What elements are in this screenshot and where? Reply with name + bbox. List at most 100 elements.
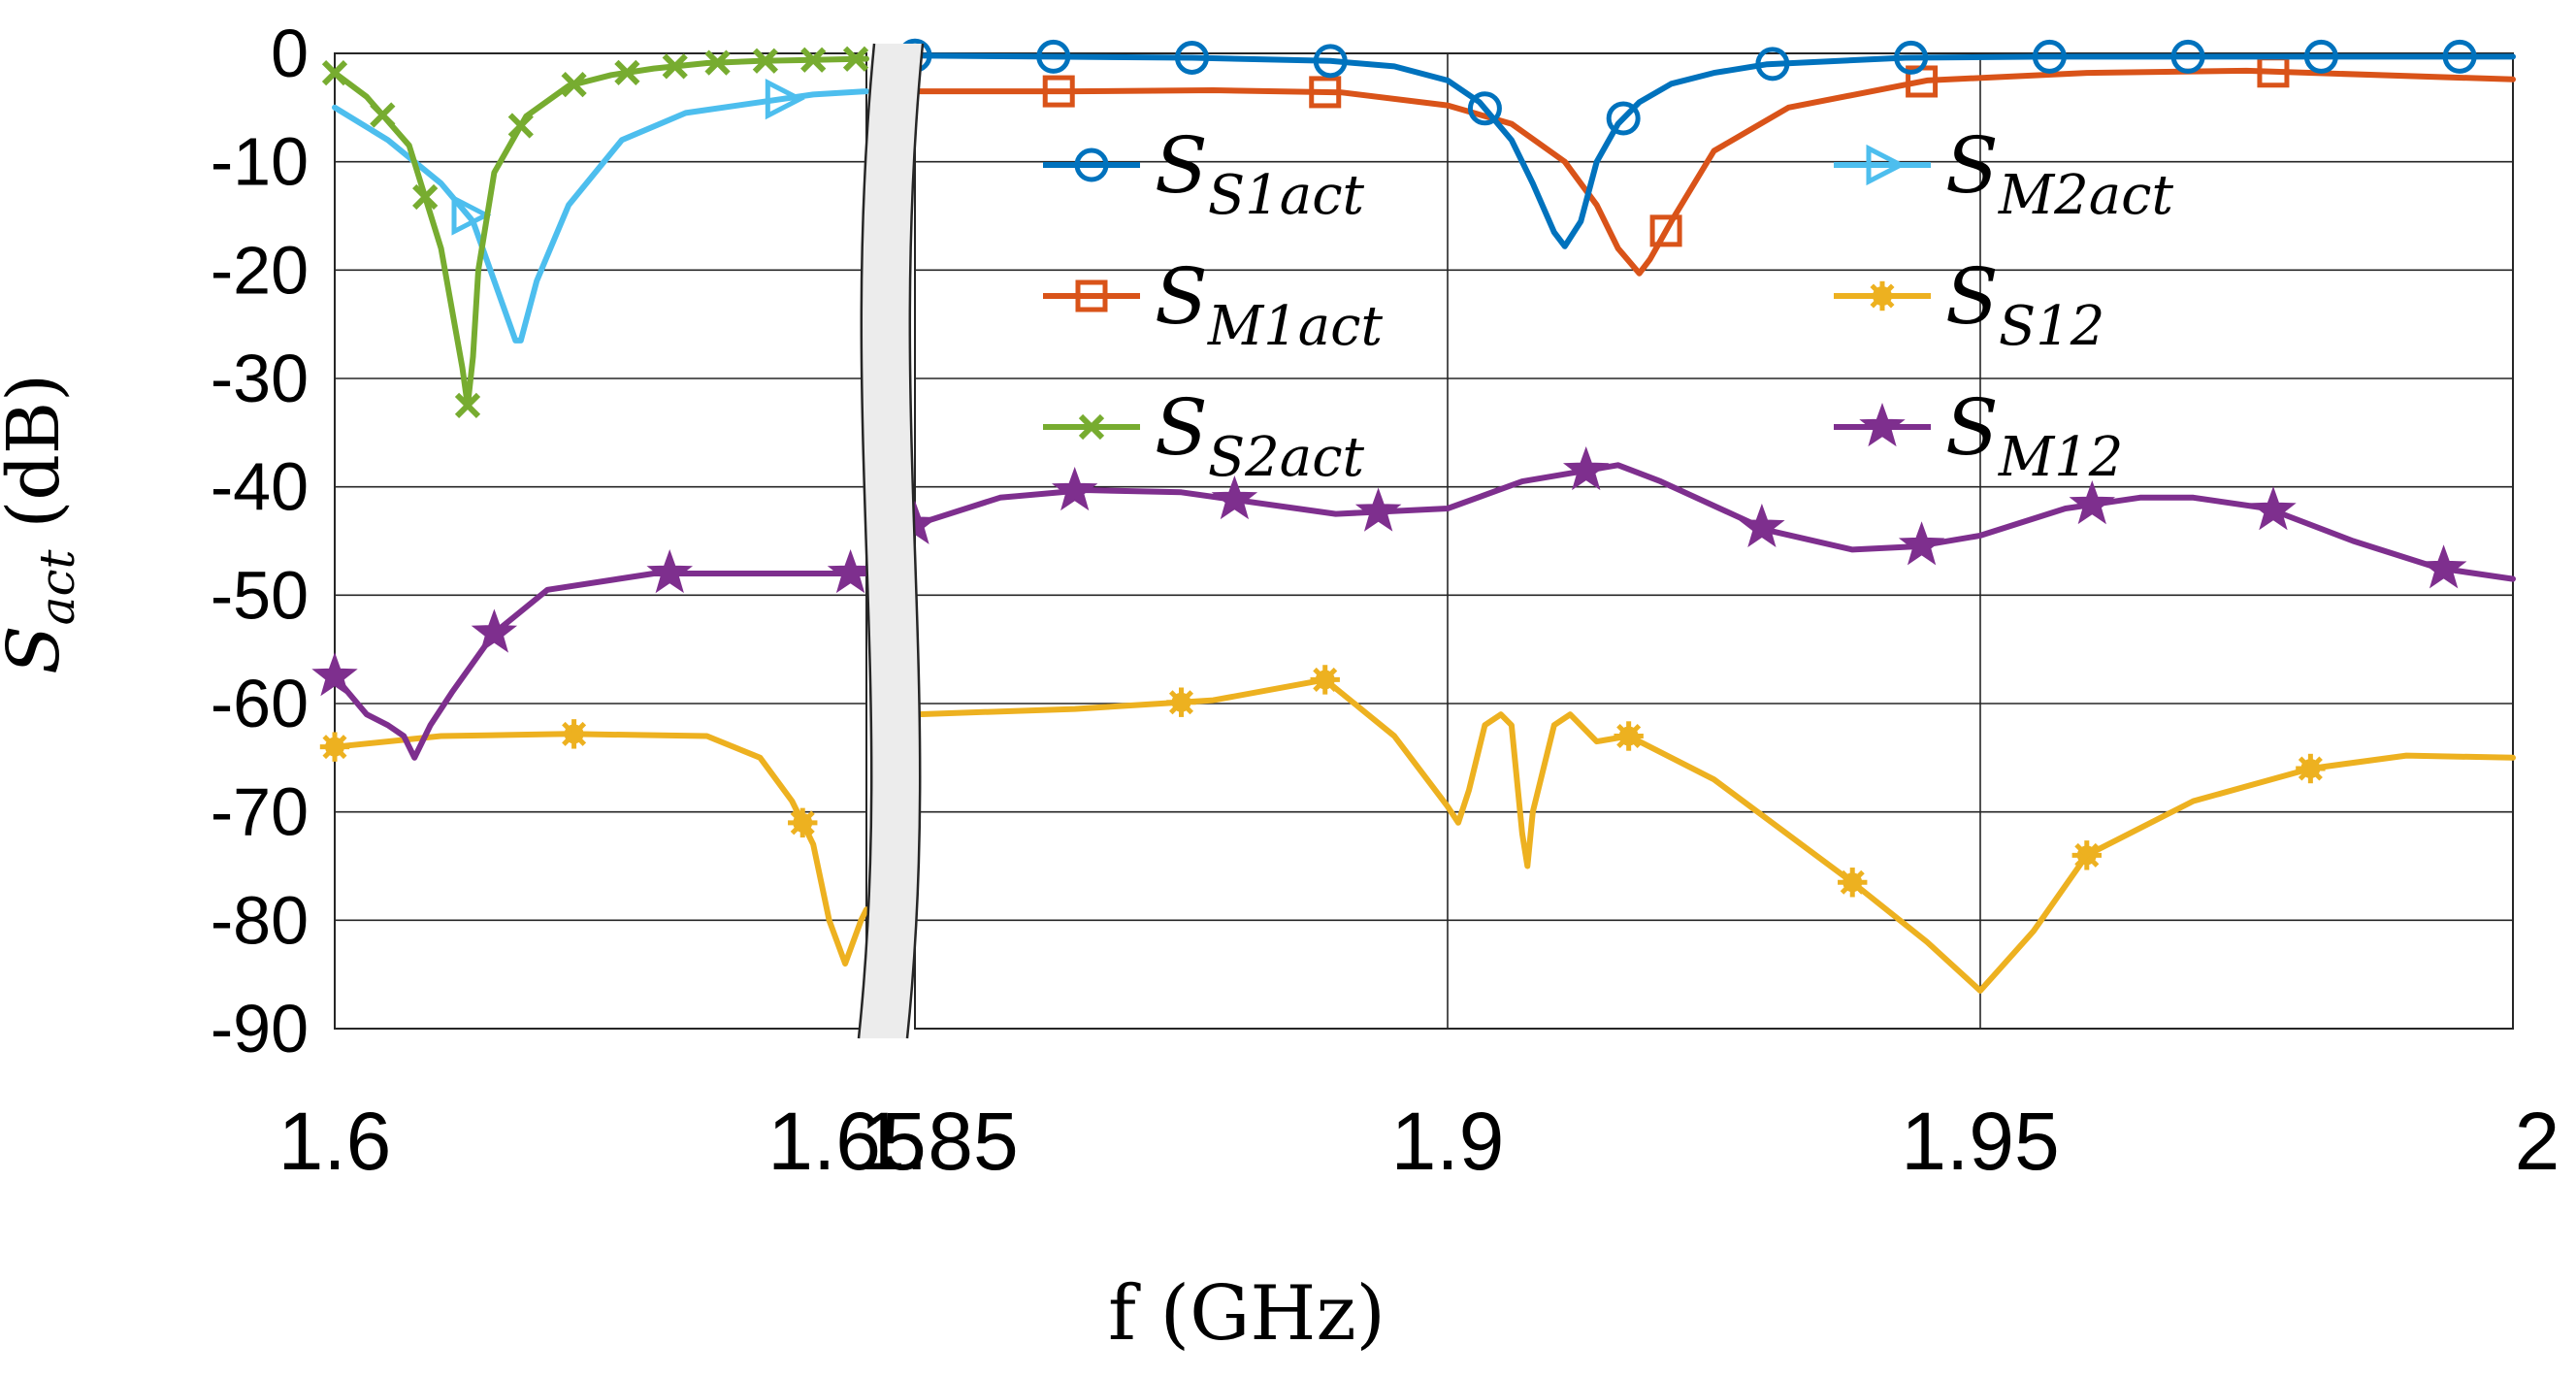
series-line-right bbox=[912, 67, 2516, 277]
axis-break-edge-right bbox=[905, 43, 925, 1039]
series-marker bbox=[704, 49, 731, 76]
legend-item-s-m1act: SM1act bbox=[1043, 251, 1384, 358]
y-axis-label: Sact (dB) bbox=[0, 374, 85, 674]
legend-item-s-m12: SM12 bbox=[1834, 382, 2123, 489]
series-layer bbox=[311, 38, 2516, 994]
series-marker bbox=[1036, 39, 1071, 74]
series-marker bbox=[765, 79, 805, 120]
series-line-left bbox=[332, 55, 869, 409]
series-marker bbox=[2032, 39, 2067, 74]
series-marker bbox=[1310, 665, 1340, 695]
series-line-left bbox=[332, 571, 869, 761]
series-marker bbox=[1898, 521, 1945, 566]
series-marker bbox=[2069, 480, 2116, 525]
legend-label: SM1act bbox=[1155, 251, 1384, 358]
x-axis-label: f (GHz) bbox=[1108, 1270, 1386, 1358]
y-label-sub: act bbox=[29, 549, 85, 626]
y-tick-label: -80 bbox=[211, 882, 309, 958]
legend-swatch-marker bbox=[1866, 144, 1907, 186]
legend-label: SS12 bbox=[1945, 251, 2104, 358]
y-tick-label: -20 bbox=[211, 232, 309, 308]
series-line-right bbox=[912, 462, 2516, 582]
series-line-right bbox=[912, 676, 2516, 994]
series-marker bbox=[311, 652, 358, 697]
x-tick-label: 1.9 bbox=[1391, 1096, 1505, 1187]
series-line-left bbox=[332, 731, 869, 967]
series-marker bbox=[2170, 39, 2205, 74]
series-marker bbox=[321, 59, 348, 86]
y-label-main: S bbox=[0, 625, 76, 674]
series-marker bbox=[1562, 445, 1610, 491]
series-s-m12 bbox=[311, 445, 2516, 761]
series-marker bbox=[2071, 840, 2102, 870]
legend-label: SS2act bbox=[1155, 382, 1365, 489]
y-tick-label: -40 bbox=[211, 449, 309, 525]
series-marker bbox=[1894, 40, 1929, 75]
series-marker bbox=[1614, 721, 1644, 751]
y-tick-label: -50 bbox=[211, 557, 309, 633]
x-tick-label: 1.65 bbox=[767, 1096, 927, 1187]
series-marker bbox=[412, 183, 439, 211]
series-marker bbox=[451, 194, 492, 236]
x-tick-label: 2 bbox=[2515, 1096, 2560, 1187]
series-marker bbox=[2442, 39, 2477, 74]
series-marker bbox=[646, 549, 694, 594]
series-marker bbox=[1309, 76, 1342, 109]
series-s-s1act bbox=[897, 38, 2516, 249]
series-marker bbox=[1755, 47, 1790, 82]
left-plot-frame bbox=[334, 52, 867, 1030]
axis-break-band bbox=[859, 44, 923, 1038]
series-marker bbox=[842, 46, 869, 72]
series-marker bbox=[2296, 753, 2326, 784]
series-line-right bbox=[912, 52, 2516, 249]
legend-swatch-marker bbox=[1859, 403, 1906, 447]
y-tick-label: -90 bbox=[211, 991, 309, 1066]
legend-label: SM2act bbox=[1945, 120, 2174, 227]
legend-label: SS1act bbox=[1155, 120, 1365, 227]
series-marker bbox=[1174, 40, 1209, 75]
series-marker bbox=[1838, 868, 1868, 898]
series-marker bbox=[752, 48, 779, 74]
legend-swatch-marker bbox=[1078, 413, 1105, 441]
legend: SS1act SM1act SS2act SM2act SS12 SM12 bbox=[1043, 120, 2174, 489]
series-marker bbox=[1211, 475, 1258, 520]
series-s-m2act bbox=[332, 79, 869, 344]
legend-swatch-marker bbox=[1074, 148, 1109, 182]
series-marker bbox=[561, 71, 587, 98]
legend-item-s-s2act: SS2act bbox=[1043, 382, 1365, 489]
grid-lines bbox=[335, 52, 2513, 1030]
legend-item-s-s1act: SS1act bbox=[1043, 120, 1365, 227]
y-label-unit: (dB) bbox=[0, 374, 76, 529]
series-marker bbox=[454, 392, 481, 419]
series-marker bbox=[827, 549, 874, 594]
series-marker bbox=[1606, 101, 1641, 136]
legend-swatch-marker bbox=[1867, 280, 1898, 311]
x-tick-label: 1.85 bbox=[860, 1096, 1019, 1187]
y-tick-label: -10 bbox=[211, 124, 309, 200]
legend-item-s-m2act: SM2act bbox=[1834, 120, 2174, 227]
series-s-s2act bbox=[321, 46, 869, 419]
series-marker bbox=[1354, 487, 1402, 532]
legend-swatch-marker bbox=[1075, 279, 1108, 312]
y-tick-label: -60 bbox=[211, 666, 309, 741]
series-marker bbox=[1739, 503, 1785, 548]
y-tick-label: 0 bbox=[271, 16, 309, 91]
series-marker bbox=[662, 53, 688, 80]
series-marker bbox=[1313, 44, 1348, 79]
x-tick-labels: 1.6 1.651.85 1.9 1.95 2 bbox=[278, 1096, 2560, 1187]
series-marker bbox=[788, 807, 818, 838]
series-marker bbox=[1649, 214, 1682, 247]
series-marker bbox=[614, 59, 640, 85]
axis-break bbox=[857, 43, 925, 1039]
y-tick-label: -30 bbox=[211, 341, 309, 416]
series-marker bbox=[559, 719, 589, 749]
series-s-s12 bbox=[319, 665, 2516, 994]
series-marker bbox=[2420, 544, 2467, 589]
legend-item-s-s12: SS12 bbox=[1834, 251, 2104, 358]
y-tick-label: -70 bbox=[211, 774, 309, 850]
axis-break-edge-left bbox=[857, 43, 876, 1039]
series-marker bbox=[1052, 467, 1098, 511]
series-marker bbox=[1042, 75, 1075, 108]
x-tick-label: 1.6 bbox=[278, 1096, 392, 1187]
